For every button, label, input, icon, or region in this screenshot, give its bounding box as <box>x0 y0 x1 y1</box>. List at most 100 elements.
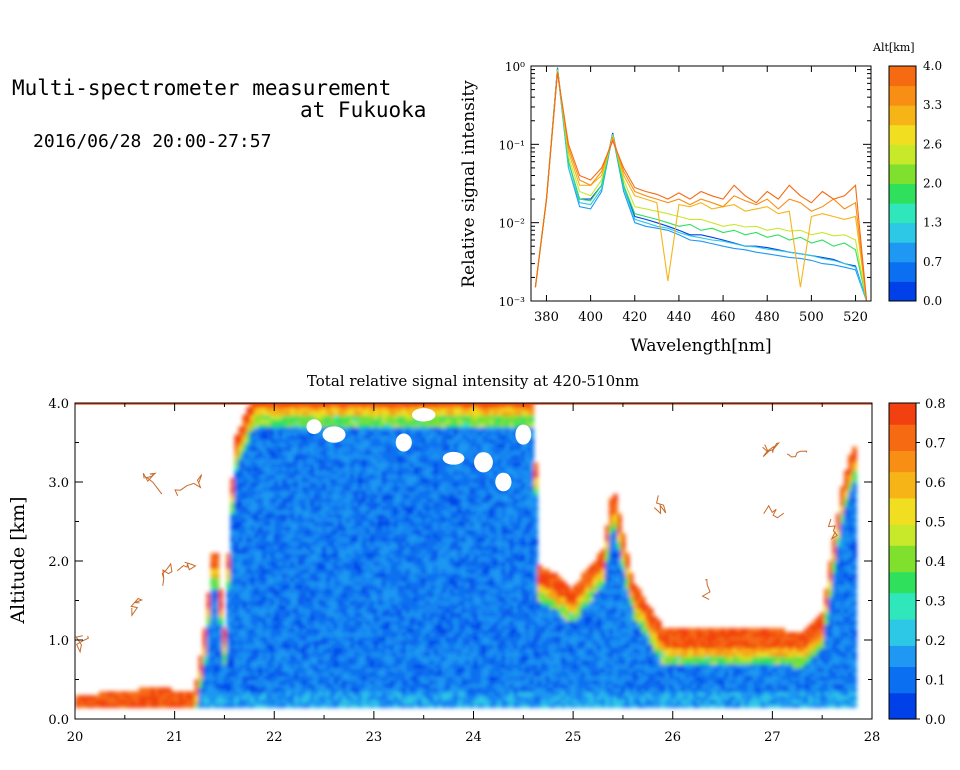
heatmap-cell <box>294 541 299 547</box>
heatmap-cell <box>294 643 299 649</box>
heatmap-cell <box>290 430 295 436</box>
heatmap-cell <box>373 632 379 637</box>
heatmap-cell <box>298 580 303 586</box>
heatmap-cell <box>314 470 319 475</box>
heatmap-cell <box>385 568 391 574</box>
heatmap-cell <box>373 517 379 523</box>
heatmap-cell <box>282 580 287 586</box>
spectrum-y-axis-label: Relative signal intensity <box>459 80 479 288</box>
heatmap-cell <box>334 640 339 645</box>
heatmap-cell <box>294 493 299 499</box>
heatmap-cell <box>365 564 371 570</box>
heatmap-cell <box>314 651 319 657</box>
heatmap-cell <box>298 671 303 677</box>
heatmap-cell <box>258 695 264 701</box>
heatmap-cell <box>226 636 232 641</box>
heatmap-cell <box>381 478 387 483</box>
heatmap-cell <box>389 695 395 701</box>
heatmap-cell <box>322 561 327 566</box>
heatmap-cell <box>433 414 439 420</box>
heatmap-cell <box>377 616 383 622</box>
heatmap-cell <box>373 422 379 428</box>
heatmap-cell <box>457 647 463 653</box>
heatmap-cell <box>242 564 248 570</box>
heatmap-cell <box>401 612 407 618</box>
heatmap-cell <box>310 564 315 570</box>
heatmap-cell <box>262 414 268 420</box>
heatmap-cell <box>174 699 180 705</box>
heatmap-cell <box>405 616 411 622</box>
heatmap-cell <box>361 561 367 566</box>
heatmap-cell <box>298 557 303 562</box>
heatmap-cell <box>449 628 455 633</box>
heatmap-cell <box>274 671 279 677</box>
heatmap-cell <box>142 687 148 693</box>
heatmap-cell <box>302 493 307 499</box>
heatmap-cell <box>262 446 268 452</box>
heatmap-cell <box>425 624 431 629</box>
heatmap-cell <box>346 422 351 428</box>
heatmap-cell <box>286 517 291 523</box>
heatmap-cell <box>369 580 375 586</box>
heatmap-cell <box>226 687 232 693</box>
heatmap-cell <box>274 426 279 432</box>
heatmap-cell <box>361 410 367 416</box>
heatmap-cell <box>250 553 256 558</box>
heatmap-cell <box>338 687 343 693</box>
heatmap-cell <box>385 655 391 661</box>
heatmap-cell <box>369 505 375 511</box>
heatmap-cell <box>377 549 383 554</box>
heatmap-cell <box>326 608 331 614</box>
heatmap-cell <box>306 493 311 499</box>
heatmap-cell <box>214 659 220 665</box>
heatmap-cell <box>413 497 419 503</box>
heatmap-cell <box>238 553 244 558</box>
heatmap-cell <box>385 608 391 614</box>
heatmap-cell <box>226 596 232 602</box>
heatmap-cell <box>262 434 268 440</box>
heatmap-cell <box>461 584 467 590</box>
heatmap-cell <box>282 470 287 475</box>
heatmap-cell <box>409 655 415 661</box>
heatmap-cell <box>393 691 399 697</box>
heatmap-cell <box>453 509 459 515</box>
heatmap-cell <box>365 592 371 598</box>
heatmap-cell <box>278 636 283 641</box>
heatmap-cell <box>278 679 283 685</box>
heatmap-cell <box>389 624 395 629</box>
heatmap-cell <box>214 600 220 606</box>
heatmap-cell <box>437 572 443 578</box>
heatmap-cell <box>314 474 319 479</box>
heatmap-cell <box>445 438 451 444</box>
heatmap-cell <box>214 596 220 602</box>
heatmap-cell <box>409 537 415 543</box>
heatmap-cell <box>294 533 299 539</box>
heatmap-cell <box>254 478 260 483</box>
heatmap-cell <box>98 699 104 705</box>
heatmap-cell <box>365 647 371 653</box>
heatmap-cell <box>441 434 447 440</box>
heatmap-cell <box>346 497 351 503</box>
heatmap-cell <box>266 703 272 708</box>
heatmap-cell <box>210 643 216 649</box>
heatmap-cell <box>290 600 295 606</box>
heatmap-cell <box>230 584 236 590</box>
heatmap-cell <box>445 699 451 705</box>
heatmap-cell <box>254 430 260 436</box>
heatmap-cell <box>202 640 208 645</box>
heatmap-cell <box>286 553 291 558</box>
heatmap-cell <box>457 525 463 531</box>
heatmap-cell <box>274 478 279 483</box>
heatmap-cell <box>417 454 423 460</box>
heatmap-cell <box>393 679 399 685</box>
heatmap-cell <box>409 604 415 610</box>
heatmap-cell <box>282 478 287 483</box>
heatmap-cell <box>330 683 335 689</box>
heatmap-cell <box>242 699 248 705</box>
heatmap-cell <box>397 403 403 408</box>
heatmap-cell <box>306 438 311 444</box>
heatmap-cell <box>282 438 287 444</box>
heatmap-cell <box>350 525 355 531</box>
heatmap-cell <box>302 450 307 456</box>
heatmap-cell <box>314 410 319 416</box>
